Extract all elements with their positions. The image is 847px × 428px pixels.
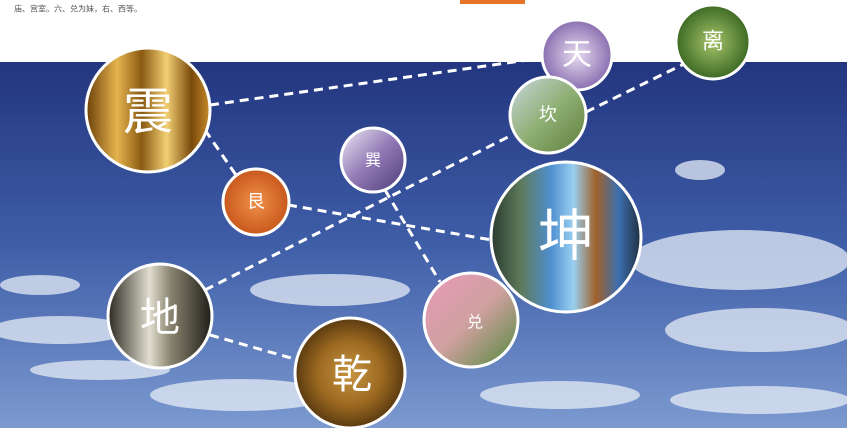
title-fragment	[460, 0, 525, 4]
node-label: 乾	[332, 352, 372, 398]
node-label: 坎	[539, 105, 557, 126]
node-label: 地	[140, 295, 180, 341]
caption: 庙、宫室。六、兑为妹，右、西等。	[14, 4, 142, 14]
node-label: 艮	[247, 192, 265, 213]
node-label: 天	[562, 38, 592, 73]
node-label: 兑	[467, 313, 483, 332]
diagram: 庙、宫室。六、兑为妹，右、西等。 震 天 离 坎 巽 艮 坤 地	[0, 0, 847, 428]
node-label: 巽	[365, 151, 381, 170]
node-label: 坤	[538, 205, 594, 270]
node-label: 震	[123, 83, 173, 141]
node-label: 离	[702, 30, 724, 55]
